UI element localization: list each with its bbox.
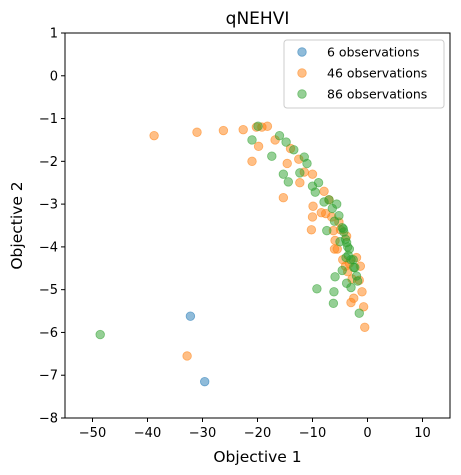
data-point bbox=[332, 199, 342, 209]
data-point bbox=[247, 156, 257, 167]
data-point bbox=[308, 201, 318, 211]
data-point bbox=[192, 127, 202, 137]
data-point bbox=[335, 237, 345, 247]
data-point bbox=[341, 252, 351, 263]
data-point bbox=[267, 151, 277, 161]
x-tick-label: 10 bbox=[414, 426, 431, 441]
data-point bbox=[199, 376, 210, 387]
y-tick-label: −3 bbox=[39, 198, 58, 213]
legend-label: 86 observations bbox=[327, 87, 427, 102]
y-tick-label: 0 bbox=[50, 69, 58, 84]
data-point bbox=[289, 145, 299, 155]
x-tick-label: −40 bbox=[134, 426, 161, 441]
data-point bbox=[278, 192, 289, 203]
legend: 6 observations 46 observations 86 observat… bbox=[283, 39, 445, 109]
data-point bbox=[357, 287, 367, 297]
legend-label: 46 observations bbox=[327, 66, 427, 81]
data-point bbox=[238, 124, 248, 135]
y-tick-label: 1 bbox=[50, 27, 58, 42]
x-tick-label: −50 bbox=[79, 426, 106, 441]
data-point bbox=[95, 329, 105, 340]
data-point bbox=[358, 302, 369, 312]
y-tick-label: −5 bbox=[39, 283, 58, 298]
data-point bbox=[310, 187, 320, 197]
x-tick-label: −30 bbox=[189, 426, 216, 441]
data-point bbox=[253, 121, 263, 131]
data-point bbox=[302, 158, 312, 169]
data-point bbox=[312, 284, 322, 294]
data-point bbox=[182, 351, 192, 361]
data-point bbox=[349, 262, 359, 273]
data-point bbox=[338, 224, 349, 234]
data-point bbox=[352, 276, 363, 286]
data-point bbox=[185, 311, 196, 321]
y-axis: 1 0 −1 −2 −3 −4 −5 −6 −7 −8 bbox=[39, 27, 65, 427]
x-tick-label: −10 bbox=[299, 426, 326, 441]
data-point bbox=[313, 178, 324, 188]
y-tick-label: −1 bbox=[39, 112, 58, 127]
data-point bbox=[324, 195, 334, 205]
data-point bbox=[316, 207, 327, 218]
data-point bbox=[354, 308, 364, 318]
y-tick-label: −7 bbox=[39, 369, 58, 384]
x-axis-label: Objective 1 bbox=[213, 448, 301, 466]
y-tick-label: −4 bbox=[39, 240, 58, 255]
data-point bbox=[283, 177, 294, 187]
data-point bbox=[334, 210, 344, 221]
data-point bbox=[349, 293, 359, 303]
data-point bbox=[281, 137, 291, 147]
legend-label: 6 observations bbox=[327, 45, 419, 60]
data-point bbox=[328, 298, 339, 309]
data-point bbox=[307, 169, 318, 179]
data-point bbox=[329, 287, 339, 297]
data-point bbox=[329, 244, 340, 254]
data-point bbox=[295, 178, 305, 188]
data-point bbox=[337, 265, 347, 276]
data-point bbox=[306, 225, 317, 235]
data-point bbox=[149, 130, 159, 141]
data-point bbox=[247, 135, 257, 145]
x-axis: −50 −40 −30 −20 −10 0 10 bbox=[79, 418, 431, 441]
data-point bbox=[278, 169, 289, 179]
chart-title: qNEHVI bbox=[226, 9, 290, 29]
data-point bbox=[360, 322, 370, 333]
data-point bbox=[218, 125, 229, 136]
data-point bbox=[295, 168, 305, 178]
y-axis-label: Objective 2 bbox=[8, 181, 26, 269]
data-point bbox=[274, 130, 285, 141]
data-point bbox=[282, 158, 292, 169]
plot-area bbox=[95, 121, 370, 387]
x-tick-label: −20 bbox=[244, 426, 271, 441]
y-tick-label: −2 bbox=[39, 155, 58, 170]
series-1 bbox=[185, 311, 210, 387]
legend-marker bbox=[297, 89, 307, 99]
y-tick-label: −6 bbox=[39, 326, 58, 341]
data-point bbox=[319, 186, 329, 196]
legend-marker bbox=[297, 47, 307, 57]
series-3 bbox=[95, 121, 364, 340]
data-point bbox=[307, 212, 318, 222]
data-point bbox=[253, 141, 264, 152]
data-point bbox=[322, 225, 332, 236]
data-point bbox=[330, 272, 340, 282]
x-tick-label: 0 bbox=[363, 426, 371, 441]
data-point bbox=[346, 282, 356, 293]
y-tick-label: −8 bbox=[39, 412, 58, 427]
legend-marker bbox=[297, 68, 307, 78]
data-point bbox=[344, 244, 355, 254]
legend-box bbox=[283, 39, 445, 109]
